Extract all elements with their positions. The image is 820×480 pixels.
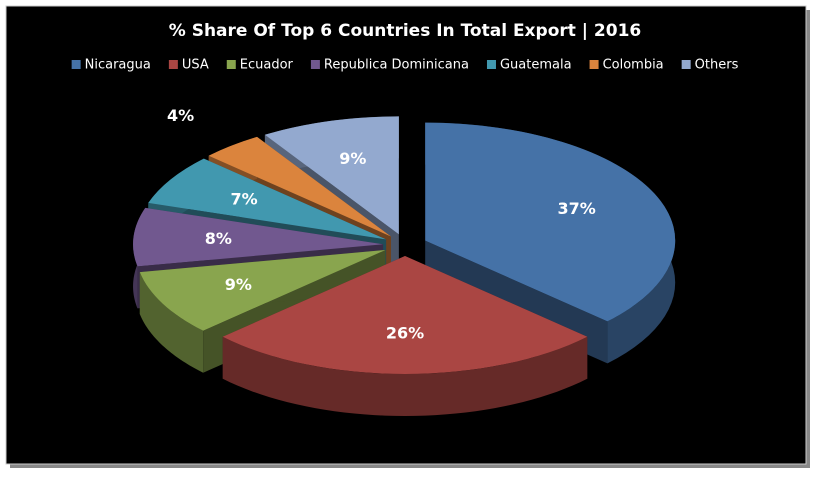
slice — [148, 158, 387, 240]
legend-swatch — [168, 60, 178, 69]
data-label: 9% — [225, 275, 252, 294]
legend-swatch — [681, 60, 691, 69]
data-label: 8% — [205, 229, 232, 248]
chart-title: % Share Of Top 6 Countries In Total Expo… — [169, 21, 642, 41]
slice — [222, 256, 588, 374]
legend-swatch — [310, 60, 320, 69]
legend-label: USA — [182, 58, 209, 73]
legend-swatch — [589, 60, 599, 69]
legend-label: Colombia — [603, 58, 664, 73]
legend-swatch — [486, 60, 496, 69]
legend-label: Nicaragua — [85, 58, 151, 73]
slice-wall — [222, 336, 588, 416]
slice — [264, 116, 399, 235]
slice — [208, 136, 391, 237]
data-label: 9% — [339, 149, 366, 168]
data-label: 4% — [167, 106, 194, 125]
legend-swatch — [71, 60, 81, 69]
legend-label: Republica Dominicana — [324, 58, 469, 73]
legend-swatch — [226, 60, 236, 69]
legend-label: Ecuador — [240, 58, 294, 73]
data-label: 37% — [557, 199, 595, 218]
slice — [139, 249, 386, 331]
slice — [133, 207, 384, 267]
slice — [425, 122, 676, 322]
legend-label: Others — [695, 58, 739, 73]
data-label: 26% — [386, 323, 424, 342]
legend-label: Guatemala — [500, 58, 572, 73]
data-label: 7% — [230, 189, 257, 208]
slice-wall — [139, 272, 204, 373]
